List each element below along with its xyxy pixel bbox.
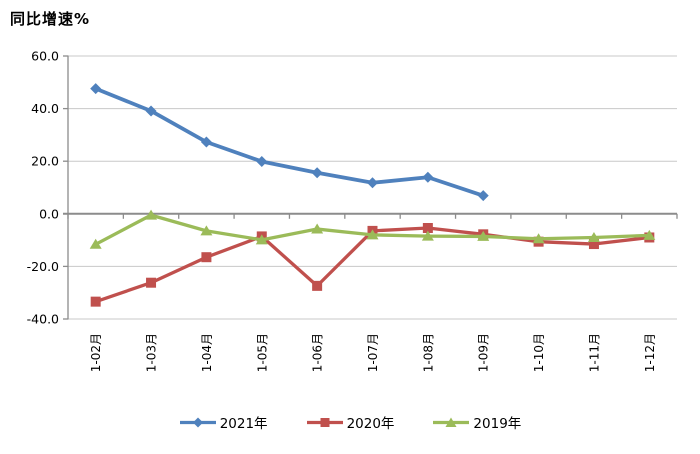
legend-label-2021: 2021年 xyxy=(219,416,268,432)
legend-square-icon xyxy=(306,417,343,427)
legend-label-2019: 2019年 xyxy=(473,416,522,432)
svg-text:0.0: 0.0 xyxy=(39,206,59,221)
legend-item-2020: 2020年 xyxy=(306,412,395,432)
legend-diamond-icon xyxy=(179,417,216,427)
plot-area: 60.0 40.0 20.0 0.0 -20.0 -40.0 1-02月 1-03月 1-04月… xyxy=(27,49,678,372)
legend-item-2019: 2019年 xyxy=(432,412,521,432)
legend-triangle-icon xyxy=(433,417,470,427)
svg-text:1-09月: 1-09月 xyxy=(477,333,491,372)
svg-text:1-06月: 1-06月 xyxy=(311,333,325,372)
svg-text:60.0: 60.0 xyxy=(31,49,59,64)
legend: 2021年 2020年 2019年 xyxy=(0,412,700,432)
svg-text:1-02月: 1-02月 xyxy=(89,333,103,372)
svg-text:1-03月: 1-03月 xyxy=(145,333,159,372)
svg-text:1-05月: 1-05月 xyxy=(255,333,269,372)
svg-text:-20.0: -20.0 xyxy=(27,259,59,274)
svg-text:1-04月: 1-04月 xyxy=(200,333,214,372)
svg-text:40.0: 40.0 xyxy=(31,101,59,116)
svg-text:1-11月: 1-11月 xyxy=(587,333,601,372)
chart-title: 同比增速% xyxy=(10,10,91,28)
legend-label-2020: 2020年 xyxy=(346,416,395,432)
svg-text:1-12月: 1-12月 xyxy=(643,333,657,372)
svg-text:1-07月: 1-07月 xyxy=(366,333,380,372)
legend-item-2021: 2021年 xyxy=(179,412,268,432)
svg-text:1-10月: 1-10月 xyxy=(532,333,546,372)
svg-text:1-08月: 1-08月 xyxy=(421,333,435,372)
svg-text:20.0: 20.0 xyxy=(31,154,59,169)
svg-text:-40.0: -40.0 xyxy=(27,312,59,327)
